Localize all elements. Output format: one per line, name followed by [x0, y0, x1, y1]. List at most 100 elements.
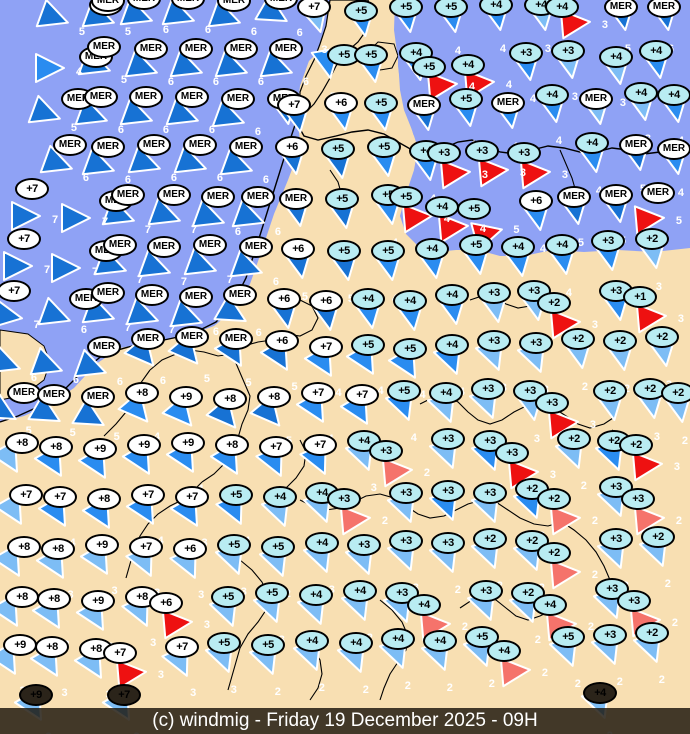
- temperature-bubble[interactable]: +4: [407, 594, 441, 616]
- temperature-bubble[interactable]: +4: [435, 334, 469, 356]
- temperature-bubble[interactable]: +2: [537, 292, 571, 314]
- temperature-bubble[interactable]: +2: [473, 528, 507, 550]
- temperature-bubble[interactable]: +4: [425, 196, 459, 218]
- temperature-bubble[interactable]: +4: [263, 486, 297, 508]
- sea-label-bubble[interactable]: MER: [179, 286, 213, 308]
- temperature-bubble[interactable]: +2: [635, 228, 669, 250]
- temperature-bubble[interactable]: +2: [635, 622, 669, 644]
- temperature-bubble[interactable]: +5: [389, 0, 423, 18]
- temperature-bubble[interactable]: +6: [173, 538, 207, 560]
- sea-label-bubble[interactable]: MER: [279, 188, 313, 210]
- temperature-bubble[interactable]: +8: [87, 488, 121, 510]
- temperature-bubble[interactable]: +7: [15, 178, 49, 200]
- temperature-bubble[interactable]: +5: [344, 0, 378, 22]
- temperature-bubble[interactable]: +7: [7, 228, 41, 250]
- temperature-bubble[interactable]: +7: [103, 642, 137, 664]
- temperature-bubble[interactable]: +5: [449, 88, 483, 110]
- temperature-bubble[interactable]: +3: [509, 42, 543, 64]
- temperature-bubble[interactable]: +5: [459, 234, 493, 256]
- sea-label-bubble[interactable]: MER: [87, 36, 121, 58]
- sea-label-bubble[interactable]: MER: [7, 382, 41, 404]
- temperature-bubble[interactable]: +3: [477, 330, 511, 352]
- temperature-bubble[interactable]: +7: [345, 384, 379, 406]
- temperature-bubble[interactable]: +3: [389, 482, 423, 504]
- temperature-bubble[interactable]: +6: [324, 92, 358, 114]
- temperature-bubble[interactable]: +4: [295, 630, 329, 652]
- temperature-bubble[interactable]: +2: [537, 488, 571, 510]
- temperature-bubble[interactable]: +4: [657, 84, 690, 106]
- temperature-bubble[interactable]: +3: [473, 482, 507, 504]
- sea-label-bubble[interactable]: MER: [111, 184, 145, 206]
- sea-label-bubble[interactable]: MER: [84, 86, 118, 108]
- sea-label-bubble[interactable]: MER: [647, 0, 681, 18]
- temperature-bubble[interactable]: +2: [619, 434, 653, 456]
- temperature-bubble[interactable]: +7: [165, 636, 199, 658]
- temperature-bubble[interactable]: +7: [9, 484, 43, 506]
- temperature-bubble[interactable]: +3: [551, 40, 585, 62]
- temperature-bubble[interactable]: +6: [265, 330, 299, 352]
- sea-label-bubble[interactable]: MER: [579, 88, 613, 110]
- temperature-bubble[interactable]: +3: [617, 590, 651, 612]
- temperature-bubble[interactable]: +4: [545, 234, 579, 256]
- sea-label-bubble[interactable]: MER: [175, 86, 209, 108]
- temperature-bubble[interactable]: +4: [624, 82, 658, 104]
- temperature-bubble[interactable]: +9: [83, 438, 117, 460]
- temperature-bubble[interactable]: +2: [645, 326, 679, 348]
- temperature-bubble[interactable]: +5: [255, 582, 289, 604]
- sea-label-bubble[interactable]: MER: [157, 184, 191, 206]
- temperature-bubble[interactable]: +8: [5, 432, 39, 454]
- sea-label-bubble[interactable]: MER: [229, 136, 263, 158]
- temperature-bubble[interactable]: +4: [479, 0, 513, 16]
- temperature-bubble[interactable]: +5: [211, 586, 245, 608]
- temperature-bubble[interactable]: +3: [519, 332, 553, 354]
- temperature-bubble[interactable]: +6: [149, 592, 183, 614]
- temperature-bubble[interactable]: +8: [257, 386, 291, 408]
- sea-label-bubble[interactable]: MER: [129, 86, 163, 108]
- temperature-bubble[interactable]: +4: [639, 40, 673, 62]
- sea-label-bubble[interactable]: MER: [193, 234, 227, 256]
- temperature-bubble[interactable]: +7: [297, 0, 331, 18]
- temperature-bubble[interactable]: +2: [603, 330, 637, 352]
- temperature-bubble[interactable]: +3: [389, 530, 423, 552]
- temperature-bubble[interactable]: +6: [309, 290, 343, 312]
- temperature-bubble[interactable]: +8: [37, 588, 71, 610]
- temperature-bubble[interactable]: +6: [519, 190, 553, 212]
- sea-label-bubble[interactable]: MER: [179, 38, 213, 60]
- temperature-bubble[interactable]: +5: [327, 240, 361, 262]
- temperature-bubble[interactable]: +3: [469, 580, 503, 602]
- temperature-bubble[interactable]: +5: [434, 0, 468, 18]
- temperature-bubble[interactable]: +4: [533, 594, 567, 616]
- sea-label-bubble[interactable]: MER: [219, 328, 253, 350]
- sea-label-bubble[interactable]: MER: [221, 88, 255, 110]
- temperature-bubble[interactable]: +6: [275, 136, 309, 158]
- temperature-bubble[interactable]: +8: [215, 434, 249, 456]
- temperature-bubble[interactable]: +4: [381, 628, 415, 650]
- sea-label-bubble[interactable]: MER: [37, 384, 71, 406]
- temperature-bubble[interactable]: +2: [561, 328, 595, 350]
- sea-label-bubble[interactable]: MER: [183, 134, 217, 156]
- temperature-bubble[interactable]: +4: [343, 580, 377, 602]
- temperature-bubble[interactable]: +4: [423, 630, 457, 652]
- temperature-bubble[interactable]: +3: [431, 428, 465, 450]
- sea-label-bubble[interactable]: MER: [224, 38, 258, 60]
- sea-label-bubble[interactable]: MER: [175, 326, 209, 348]
- temperature-bubble[interactable]: +2: [537, 542, 571, 564]
- temperature-bubble[interactable]: +5: [251, 634, 285, 656]
- temperature-bubble[interactable]: +5: [367, 136, 401, 158]
- temperature-bubble[interactable]: +3: [347, 534, 381, 556]
- sea-label-bubble[interactable]: MER: [641, 182, 675, 204]
- temperature-bubble[interactable]: +4: [487, 640, 521, 662]
- temperature-bubble[interactable]: +7: [277, 94, 311, 116]
- temperature-bubble[interactable]: +8: [5, 586, 39, 608]
- temperature-bubble[interactable]: +5: [387, 380, 421, 402]
- temperature-bubble[interactable]: +7: [0, 280, 31, 302]
- sea-label-bubble[interactable]: MER: [619, 134, 653, 156]
- temperature-bubble[interactable]: +7: [129, 536, 163, 558]
- temperature-bubble[interactable]: +4: [429, 382, 463, 404]
- temperature-bubble[interactable]: +4: [305, 532, 339, 554]
- temperature-bubble[interactable]: +5: [354, 44, 388, 66]
- temperature-bubble[interactable]: +3: [507, 142, 541, 164]
- temperature-bubble[interactable]: +9: [127, 434, 161, 456]
- temperature-bubble[interactable]: +4: [339, 632, 373, 654]
